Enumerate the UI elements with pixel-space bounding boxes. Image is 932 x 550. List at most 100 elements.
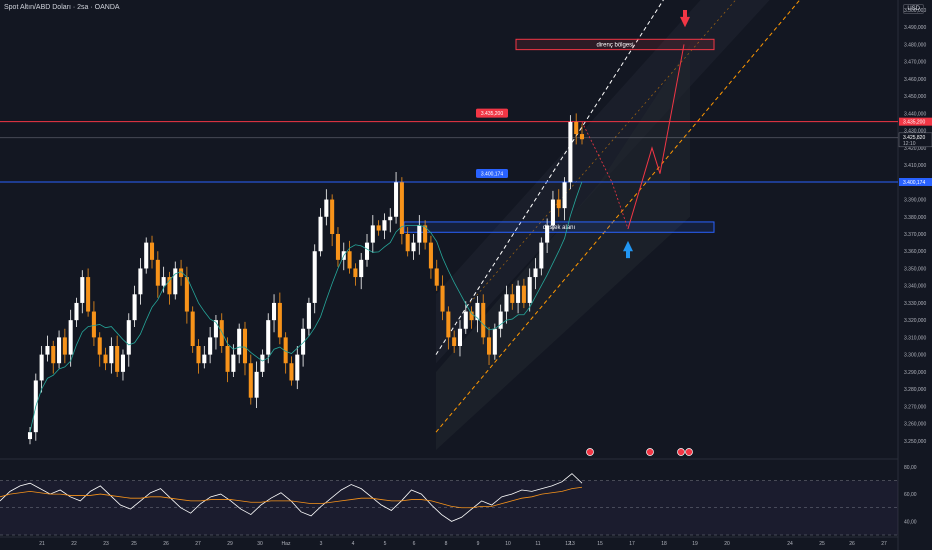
candle-body [370,225,375,243]
price-tick-label: 3.320,000 [904,318,926,324]
candle [167,271,172,305]
time-tick-label: 5 [384,541,387,547]
candle [254,361,259,409]
price-tick-label: 3.350,000 [904,266,926,272]
candle [306,297,311,336]
candle [312,244,317,314]
candle-body [91,311,96,338]
price-tick-label: 3.480,000 [904,42,926,48]
candle [463,301,468,334]
candle [155,251,160,298]
price-tick-label: 3.440,000 [904,111,926,117]
time-tick-label: 6 [413,541,416,547]
price-tick-label: 3.380,000 [904,215,926,221]
candle [132,285,137,328]
candle [510,283,515,310]
time-tick-label: 23 [103,541,109,547]
price-tick-label: 3.270,000 [904,404,926,410]
candle-body [486,337,492,355]
candle [417,215,422,255]
candle-body [498,311,503,329]
candle-body [556,199,561,209]
candle-body [132,294,137,321]
candle-body [388,216,393,221]
resistance-tag-text: 3.435,200 [481,111,503,117]
price-tick-label: 3.250,000 [904,439,926,445]
price-tick-label: 3.430,000 [904,129,926,135]
time-tick-label: 15 [597,541,603,547]
time-tick-label: 11 [535,541,540,547]
currency-button[interactable]: USD [903,4,924,14]
candle-body [208,337,213,355]
moving-average-line [29,181,583,433]
candle [545,218,550,253]
candle-body [62,337,67,355]
candle [190,306,195,353]
candle [103,347,108,371]
time-tick-label: 4 [352,541,355,547]
candle-body [353,268,358,278]
candle-body [306,302,311,329]
price-tick-label: 3.490,000 [904,25,926,31]
price-tick-label: 3.410,000 [904,163,926,169]
arrow-up-icon [623,240,633,259]
price-tick-label: 3.370,000 [904,232,926,238]
candle-body [550,199,555,226]
candle [568,115,573,190]
candle-body [312,251,317,303]
channel-shade [436,44,690,450]
price-tick-label: 3.470,000 [904,60,926,66]
candle [359,252,364,290]
time-tick-label: 18 [661,541,667,547]
arrow-down-icon [680,10,690,28]
candle-body [109,346,114,364]
event-flag-icon [685,448,693,456]
time-tick-label: 27 [195,541,201,547]
candle-body [213,320,218,338]
candle-body [568,122,573,183]
candle-body [533,268,538,278]
time-tick-label: 26 [849,541,855,547]
candle [289,356,294,386]
channel-upper-line [435,0,664,355]
candle-body [161,277,166,286]
candle [469,306,474,329]
candle-body [225,346,230,372]
candle [556,189,561,217]
candle [382,213,387,240]
rsi-band [0,480,898,535]
candle [376,220,381,236]
candle-body [492,328,497,355]
candle-body [359,259,364,278]
candle [283,332,288,374]
candle-body [440,285,445,312]
rsi-tick-label: 40,00 [904,519,917,525]
candle [516,280,521,314]
candle [434,259,439,291]
candle [498,304,503,338]
support-zone-label: destek alanı [543,225,576,231]
candle [74,297,79,328]
candle [527,268,532,312]
candle [295,346,300,390]
price-tick-label: 3.390,000 [904,198,926,204]
candle-body [335,234,340,260]
candle [492,323,497,360]
last-price-axis-text: 3.425,820 [903,135,925,141]
candle-body [579,134,585,140]
candle [452,330,457,353]
candle-body [144,242,149,269]
candle [213,314,218,350]
time-tick-label: 29 [227,541,233,547]
time-tick-label: 9 [477,541,480,547]
candle [126,313,131,367]
candle [27,426,33,445]
candle [144,237,149,274]
candle [579,123,585,145]
resistance-axis-tag [899,117,932,126]
candle-body [516,285,521,303]
rsi-tick-label: 80,00 [904,465,917,471]
candle [196,339,201,374]
time-tick-label: 17 [629,541,635,547]
